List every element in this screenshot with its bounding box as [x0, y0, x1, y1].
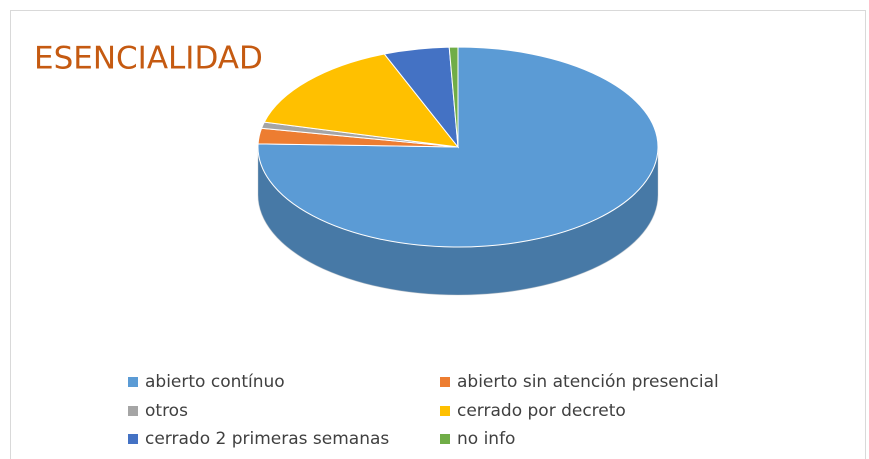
- slice: [448, 46, 459, 148]
- legend-label: no info: [457, 429, 515, 449]
- legend-swatch: [128, 406, 138, 416]
- legend-swatch: [128, 434, 138, 444]
- legend-swatch: [128, 377, 138, 387]
- legend-swatch: [440, 434, 450, 444]
- legend-swatch: [440, 377, 450, 387]
- legend-label: otros: [145, 401, 188, 421]
- slice: [263, 53, 460, 148]
- legend-swatch: [440, 406, 450, 416]
- legend-label: abierto contínuo: [145, 372, 285, 392]
- chart-title: ESENCIALIDAD: [34, 41, 263, 77]
- legend-label: abierto sin atención presencial: [457, 372, 719, 392]
- legend-label: cerrado por decreto: [457, 401, 626, 421]
- legend-label: cerrado 2 primeras semanas: [145, 429, 389, 449]
